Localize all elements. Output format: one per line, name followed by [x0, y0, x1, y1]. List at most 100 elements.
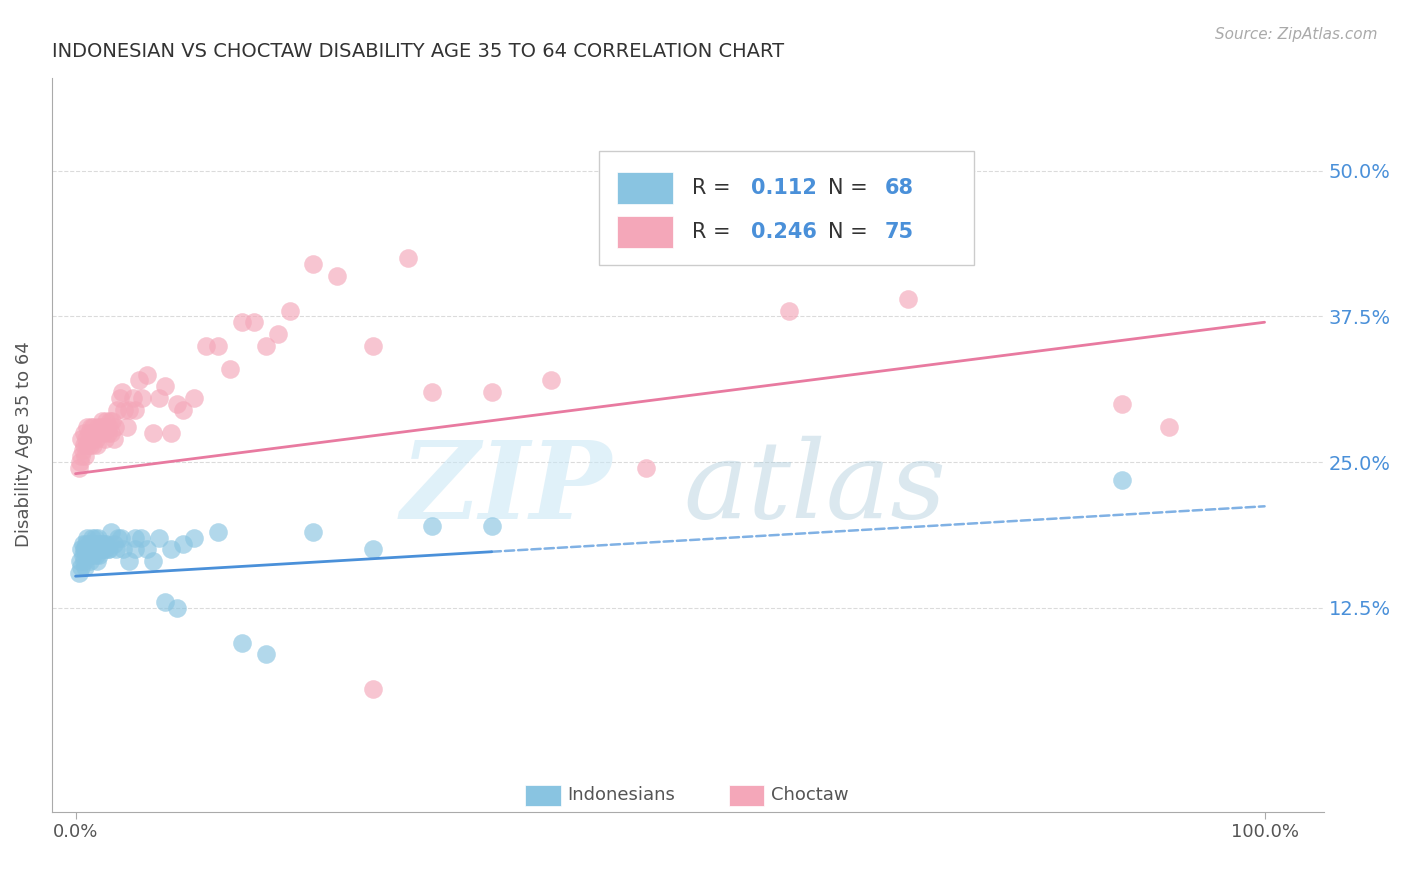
Point — [107, 531, 129, 545]
Point — [142, 425, 165, 440]
Point — [254, 338, 277, 352]
Y-axis label: Disability Age 35 to 64: Disability Age 35 to 64 — [15, 342, 32, 548]
Point — [80, 420, 103, 434]
Point — [111, 385, 134, 400]
Point — [72, 443, 94, 458]
Point — [73, 425, 96, 440]
Point — [398, 251, 420, 265]
Text: Indonesians: Indonesians — [567, 787, 675, 805]
Point — [96, 414, 118, 428]
Point — [254, 647, 277, 661]
Point — [80, 548, 103, 562]
Point — [67, 566, 90, 580]
Point — [112, 542, 135, 557]
Point — [93, 536, 115, 550]
Point — [159, 425, 181, 440]
Point — [83, 531, 105, 545]
Point — [82, 531, 104, 545]
Point — [77, 548, 100, 562]
Text: atlas: atlas — [683, 436, 946, 541]
Point — [94, 542, 117, 557]
Point — [231, 315, 253, 329]
Text: Choctaw: Choctaw — [770, 787, 848, 805]
Point — [89, 420, 111, 434]
Point — [121, 391, 143, 405]
Text: 68: 68 — [886, 178, 914, 198]
Point — [73, 542, 96, 557]
Point — [86, 554, 108, 568]
Point — [361, 542, 384, 557]
Point — [75, 548, 97, 562]
Point — [481, 519, 503, 533]
Text: ZIP: ZIP — [401, 435, 612, 541]
Point — [69, 554, 91, 568]
Point — [83, 542, 105, 557]
Point — [82, 548, 104, 562]
FancyBboxPatch shape — [617, 171, 672, 204]
Point — [87, 420, 110, 434]
Point — [302, 257, 325, 271]
Point — [97, 425, 120, 440]
Point — [80, 536, 103, 550]
Point — [83, 425, 105, 440]
Point — [101, 414, 124, 428]
Point — [89, 425, 111, 440]
FancyBboxPatch shape — [728, 785, 765, 805]
Point — [1111, 473, 1133, 487]
Point — [183, 391, 205, 405]
Point — [481, 385, 503, 400]
Point — [91, 542, 114, 557]
Point — [91, 425, 114, 440]
Point — [82, 536, 104, 550]
Point — [659, 193, 682, 207]
Point — [82, 420, 104, 434]
Point — [89, 548, 111, 562]
Point — [207, 524, 229, 539]
Point — [73, 437, 96, 451]
Point — [70, 560, 93, 574]
FancyBboxPatch shape — [617, 216, 672, 248]
Point — [76, 437, 98, 451]
Text: R =: R = — [692, 222, 737, 242]
Point — [361, 338, 384, 352]
Point — [278, 303, 301, 318]
Point — [183, 531, 205, 545]
Point — [77, 536, 100, 550]
Point — [67, 460, 90, 475]
Text: 0.246: 0.246 — [751, 222, 817, 242]
Text: R =: R = — [692, 178, 737, 198]
Point — [82, 437, 104, 451]
Text: Source: ZipAtlas.com: Source: ZipAtlas.com — [1215, 27, 1378, 42]
Point — [100, 524, 122, 539]
Point — [128, 374, 150, 388]
Point — [124, 542, 146, 557]
Point — [87, 542, 110, 557]
Point — [70, 432, 93, 446]
Point — [89, 542, 111, 557]
Point — [75, 432, 97, 446]
Point — [86, 536, 108, 550]
Point — [75, 536, 97, 550]
Point — [897, 292, 920, 306]
Point — [420, 385, 443, 400]
Point — [97, 542, 120, 557]
Point — [89, 536, 111, 550]
Point — [112, 402, 135, 417]
Point — [420, 519, 443, 533]
Point — [266, 326, 288, 341]
Point — [118, 554, 141, 568]
Point — [124, 531, 146, 545]
Point — [100, 425, 122, 440]
Point — [97, 542, 120, 557]
Point — [115, 420, 138, 434]
Point — [76, 420, 98, 434]
Point — [76, 542, 98, 557]
Point — [326, 268, 349, 283]
Point — [172, 536, 194, 550]
Point — [243, 315, 266, 329]
Text: 0.112: 0.112 — [751, 178, 817, 198]
Point — [104, 542, 127, 557]
Point — [636, 460, 658, 475]
Point — [77, 425, 100, 440]
Point — [361, 682, 384, 697]
